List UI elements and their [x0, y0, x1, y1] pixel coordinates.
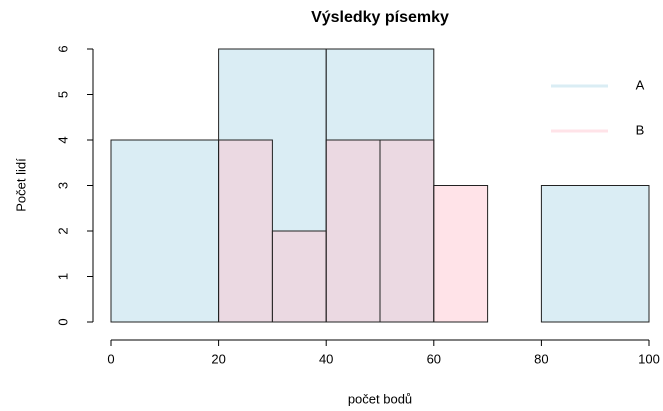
histogram-bar	[325, 139, 381, 323]
histogram-bar	[540, 185, 650, 323]
chart-title: Výsledky písemky	[311, 9, 449, 26]
x-axis-label: počet bodů	[348, 391, 412, 406]
histogram-bar	[110, 139, 220, 323]
x-tick-label: 100	[638, 351, 660, 366]
legend-label: A	[636, 77, 645, 92]
histogram-bar	[218, 139, 273, 323]
y-tick-label: 6	[55, 45, 70, 52]
y-tick-label: 5	[55, 91, 70, 98]
legend-label: B	[636, 122, 645, 137]
histogram-bar	[433, 185, 489, 323]
histogram-bar	[379, 139, 435, 323]
x-tick-label: 0	[107, 351, 114, 366]
y-tick-label: 2	[55, 227, 70, 234]
x-tick-label: 20	[211, 351, 225, 366]
histogram-bar	[271, 230, 327, 323]
y-tick-label: 0	[55, 318, 70, 325]
y-axis-label: Počet lidí	[13, 158, 28, 212]
y-tick-label: 1	[55, 273, 70, 280]
x-tick-label: 40	[319, 351, 333, 366]
x-tick-label: 80	[534, 351, 548, 366]
y-tick-label: 4	[55, 136, 70, 143]
x-tick-label: 60	[427, 351, 441, 366]
y-tick-label: 3	[55, 182, 70, 189]
